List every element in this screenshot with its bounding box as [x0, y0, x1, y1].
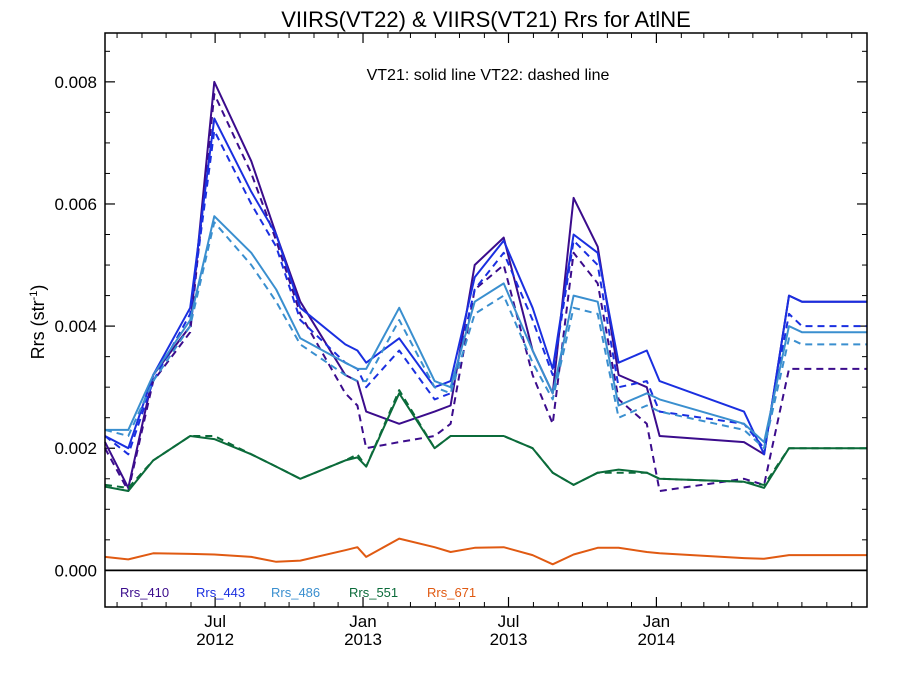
x-tick-label: Jan — [643, 612, 670, 631]
series-line-rrs_671-solid — [104, 537, 867, 566]
legend-entry-rrs_486: Rrs_486 — [271, 585, 320, 600]
x-tick-label: Jul — [498, 612, 520, 631]
chart-annotation: VT21: solid line VT22: dashed line — [367, 67, 610, 84]
series-layer — [104, 80, 867, 566]
series-line-rrs_443-solid — [104, 117, 867, 456]
x-tick-label: 2013 — [490, 630, 528, 649]
series-line-rrs_443-dashed — [104, 129, 867, 456]
y-tick-label: 0.008 — [54, 73, 97, 92]
y-tick-label: 0.006 — [54, 195, 97, 214]
y-tick-label: 0.004 — [54, 317, 97, 336]
chart-title: VIIRS(VT22) & VIIRS(VT21) Rrs for AtlNE — [281, 7, 691, 32]
x-tick-label: 2014 — [637, 630, 675, 649]
y-axis-label: Rrs (str-1) — [28, 285, 48, 360]
series-line-rrs_551-dashed — [104, 389, 867, 489]
legend-entry-rrs_671: Rrs_671 — [427, 585, 476, 600]
legend-layer: Rrs_410 Rrs_443 Rrs_486 Rrs_551 Rrs_671 — [120, 585, 476, 600]
series-line-rrs_486-dashed — [104, 221, 867, 450]
plot-frame — [104, 32, 868, 608]
series-line-rrs_410-solid — [104, 80, 867, 489]
x-tick-label: Jan — [349, 612, 376, 631]
y-tick-label: 0.002 — [54, 439, 97, 458]
legend-entry-rrs_443: Rrs_443 — [196, 585, 245, 600]
x-tick-label: Jul — [204, 612, 226, 631]
series-line-rrs_486-solid — [105, 215, 867, 444]
x-tick-label: 2012 — [196, 630, 234, 649]
series-line-rrs_551-solid — [104, 392, 867, 492]
x-tick-label: 2013 — [344, 630, 382, 649]
legend-entry-rrs_551: Rrs_551 — [349, 585, 398, 600]
series-line-rrs_410-dashed — [104, 93, 867, 492]
legend-entry-rrs_410: Rrs_410 — [120, 585, 169, 600]
axes-layer: 0.0000.0020.0040.0060.008Jul2012Jan2013J… — [54, 33, 867, 649]
y-tick-label: 0.000 — [54, 561, 97, 580]
